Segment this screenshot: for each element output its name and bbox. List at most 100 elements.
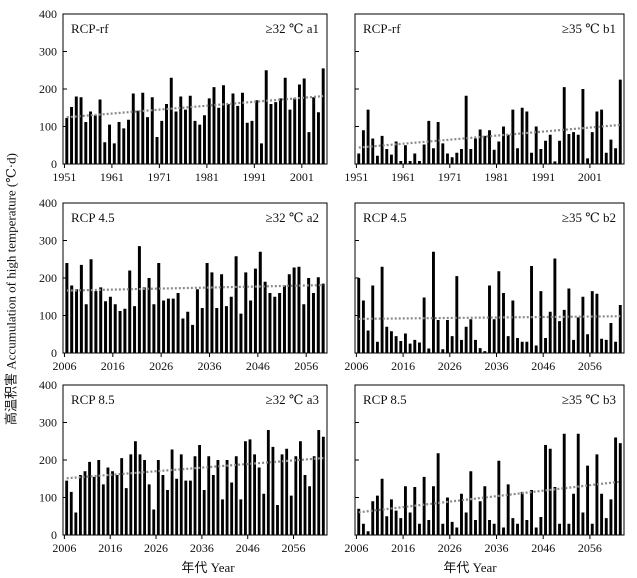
bar-b3 (581, 512, 585, 535)
trend-line-a3 (66, 456, 324, 480)
bar-b1 (604, 152, 608, 164)
threshold-label-bg-b2 (536, 208, 620, 226)
bar-a1 (226, 104, 230, 164)
x-tick-label-a1: 2001 (290, 170, 314, 184)
bar-b1 (460, 149, 463, 164)
bar-b3 (539, 517, 543, 535)
bar-a3 (271, 446, 275, 536)
bar-b2 (418, 342, 421, 353)
bar-a2 (282, 285, 286, 353)
bar-b1 (506, 134, 510, 164)
bar-a1 (274, 102, 278, 165)
bar-b1 (478, 129, 482, 164)
trend-line-b3 (358, 480, 621, 514)
bar-b2 (567, 288, 571, 353)
bar-a1 (269, 104, 273, 164)
scenario-label-bg-b3 (359, 390, 419, 408)
bar-a3 (303, 475, 307, 535)
bar-a1 (321, 68, 325, 165)
bar-b2 (614, 341, 618, 353)
bar-a1 (260, 143, 263, 165)
x-tick-label-a2: 2016 (101, 359, 125, 373)
bar-b1 (357, 153, 361, 164)
bar-b1 (492, 149, 496, 164)
bar-a2 (65, 263, 69, 353)
threshold-label-b3: ≥35 ℃ b3 (562, 392, 616, 407)
bar-b3 (422, 476, 426, 536)
bar-b1 (511, 109, 515, 165)
bar-a2 (142, 287, 146, 354)
bar-b1 (399, 161, 403, 164)
x-tick-label-a3: 2026 (144, 541, 168, 555)
bar-a3 (211, 475, 215, 535)
bar-b3 (572, 493, 576, 535)
bar-a3 (129, 454, 133, 536)
bar-b2 (530, 266, 533, 353)
threshold-label-bg-a1 (239, 19, 323, 37)
bar-b1 (450, 157, 454, 164)
bar-b1 (488, 130, 491, 164)
bar-a2 (75, 289, 79, 353)
x-tick-label-a1: 1951 (52, 170, 76, 184)
bar-a2 (123, 308, 127, 353)
scenario-label-b3: RCP 8.5 (363, 392, 407, 407)
bar-a1 (307, 132, 311, 165)
bar-b2 (403, 333, 407, 353)
threshold-label-b1: ≥35 ℃ b1 (562, 21, 616, 36)
bar-a1 (150, 97, 154, 164)
bar-a3 (193, 456, 197, 535)
bar-a3 (69, 491, 73, 536)
bar-a2 (99, 287, 103, 354)
trend-line-a2 (66, 284, 324, 292)
bar-a1 (103, 142, 107, 164)
bar-b1 (572, 132, 576, 165)
bar-b2 (408, 343, 412, 354)
bar-b1 (432, 148, 435, 164)
x-tick-label-b2: 2006 (344, 359, 368, 373)
x-tick-label-a1: 1991 (242, 170, 266, 184)
bar-a3 (120, 458, 124, 536)
y-tick-label-a1: 300 (39, 45, 57, 59)
bar-b1 (544, 140, 547, 164)
bar-a1 (250, 120, 254, 165)
y-tick-label-a2: 400 (39, 196, 57, 210)
bar-a3 (184, 480, 188, 536)
bar-a1 (255, 100, 259, 164)
bar-a1 (93, 115, 97, 164)
bar-b2 (553, 258, 557, 353)
bar-b3 (558, 523, 561, 535)
bar-b1 (539, 149, 543, 164)
bar-b2 (609, 323, 613, 353)
bar-b1 (436, 122, 440, 164)
bar-a3 (170, 449, 174, 535)
bar-b1 (427, 120, 431, 165)
bar-b1 (403, 145, 407, 164)
bar-b3 (488, 520, 491, 535)
bar-a1 (117, 122, 121, 164)
bar-a1 (146, 117, 149, 165)
bar-a2 (307, 278, 311, 353)
bar-a3 (221, 499, 224, 536)
scenario-label-a2: RCP 4.5 (71, 210, 115, 225)
bar-b2 (469, 319, 473, 353)
bar-a2 (253, 268, 257, 354)
bar-b2 (432, 251, 435, 353)
bar-b2 (413, 339, 417, 354)
bar-a2 (220, 274, 224, 353)
x-tick-label-b1: 2001 (578, 170, 602, 184)
bar-a1 (288, 109, 292, 165)
bar-b1 (595, 111, 599, 164)
bar-b2 (394, 336, 398, 354)
bar-a2 (137, 246, 141, 354)
x-tick-label-b3: 2016 (391, 541, 415, 555)
bar-b2 (399, 341, 403, 353)
bar-a3 (225, 460, 229, 535)
bar-a3 (152, 509, 156, 535)
bar-b3 (464, 512, 468, 535)
bar-b3 (492, 523, 496, 535)
bar-a3 (134, 441, 137, 535)
bar-b3 (548, 448, 552, 535)
bar-a3 (239, 499, 243, 536)
bar-a2 (273, 296, 277, 353)
